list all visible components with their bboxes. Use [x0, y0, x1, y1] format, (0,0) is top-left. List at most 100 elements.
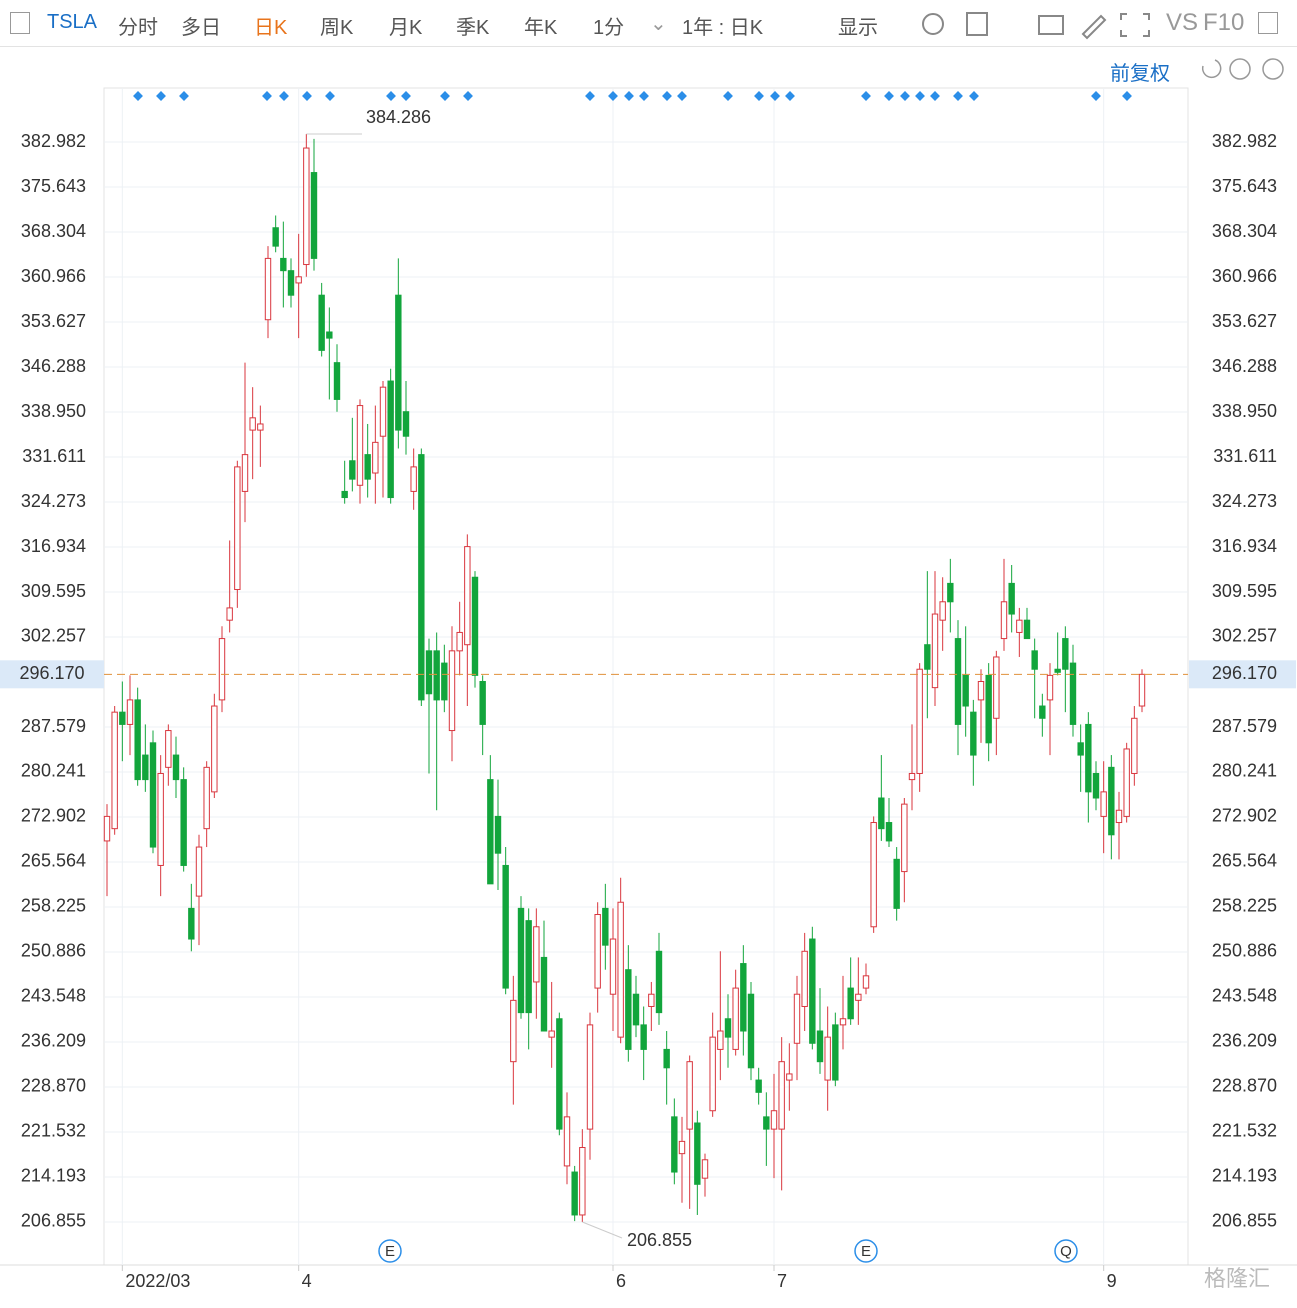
event-dot — [754, 91, 764, 101]
y-tick-label: 360.966 — [21, 266, 86, 286]
candle-body — [510, 999, 517, 1063]
last-price-box — [1189, 660, 1296, 689]
tab[interactable]: 分时 — [118, 17, 158, 39]
y-tick-label-right: 236.209 — [1212, 1031, 1277, 1051]
candle-body — [441, 662, 448, 701]
y-tick-label-right: 331.611 — [1213, 446, 1277, 466]
event-dot — [262, 91, 272, 101]
candle-body — [364, 454, 371, 480]
tab[interactable]: 年K — [524, 17, 558, 39]
tab[interactable]: 周K — [320, 17, 354, 39]
candle-body — [333, 362, 341, 400]
reset-icon[interactable] — [1201, 59, 1222, 79]
event-dot — [179, 91, 189, 101]
tab[interactable]: 日K — [254, 17, 288, 39]
candle-body — [609, 938, 617, 995]
candle-body — [1131, 717, 1138, 774]
dropdown-arrow[interactable]: ⌄ — [650, 13, 667, 35]
y-tick-label: 316.934 — [21, 536, 86, 556]
y-tick-label: 243.548 — [21, 986, 86, 1006]
candle-body — [832, 1024, 839, 1081]
event-dot — [930, 91, 940, 101]
fullscreen-icon[interactable] — [1120, 13, 1150, 37]
settings-icon[interactable] — [922, 13, 944, 35]
last-price-box — [0, 660, 104, 689]
camera-icon[interactable] — [1038, 15, 1064, 35]
candle-body — [839, 1018, 847, 1026]
candle-body — [678, 1140, 686, 1155]
event-marker — [378, 1239, 402, 1263]
candle-body — [111, 711, 118, 830]
zoom-out[interactable] — [1229, 58, 1251, 80]
y-tick-label: 338.950 — [21, 401, 86, 421]
candle-body — [203, 766, 210, 830]
candle-body — [418, 454, 425, 701]
candle-body — [433, 650, 440, 701]
panel-toggle[interactable] — [10, 12, 30, 34]
candle-body — [893, 858, 900, 909]
y-tick-label-right: 346.288 — [1212, 356, 1277, 376]
tab[interactable]: 季K — [456, 17, 490, 39]
candle-body — [648, 993, 655, 1007]
y-tick-label-right: 206.855 — [1212, 1211, 1277, 1231]
y-tick-label-right: 368.304 — [1212, 221, 1277, 241]
candle-body — [931, 613, 939, 689]
candle-body — [241, 454, 249, 492]
candle-body — [249, 417, 256, 431]
y-tick-label-right: 375.643 — [1212, 176, 1277, 196]
box-icon[interactable] — [966, 12, 988, 36]
range[interactable]: 1年 : 日K — [682, 17, 764, 39]
candle-body — [1108, 766, 1115, 836]
candle-body — [1046, 674, 1054, 701]
adjust[interactable]: 前复权 — [1110, 63, 1170, 85]
candle-body — [195, 846, 203, 897]
y-tick-label-right: 243.548 — [1212, 986, 1277, 1006]
candle-body — [901, 803, 908, 873]
event-dot — [156, 91, 166, 101]
symbol[interactable]: TSLA — [47, 11, 98, 33]
interval[interactable]: 1分 — [593, 17, 625, 39]
event-dot — [463, 91, 473, 101]
display[interactable]: 显示 — [838, 17, 878, 39]
event-marker-label: Q — [1060, 1243, 1072, 1260]
tab[interactable]: 月K — [389, 17, 423, 39]
candle-body — [793, 993, 801, 1044]
candle-body — [655, 950, 663, 1014]
candle-body — [272, 227, 279, 247]
vs[interactable]: VS — [1166, 9, 1199, 36]
tab[interactable]: 多日 — [181, 17, 221, 39]
candle-body — [1062, 638, 1069, 670]
toolbar: TSLA 分时 多日 日K 周K 月K 季K 年K 1分 ⌄ 1年 : 日K 显… — [0, 0, 1297, 47]
candle-body — [180, 779, 187, 866]
candle-body — [349, 460, 356, 480]
candle-body — [671, 1116, 678, 1173]
candle-body — [778, 1061, 785, 1130]
y-tick-label: 228.870 — [21, 1076, 86, 1096]
candle-body — [1000, 601, 1008, 640]
y-tick-label-right: 302.257 — [1212, 626, 1277, 646]
candle-body — [563, 1116, 571, 1167]
toolbar-icons — [922, 12, 1150, 40]
zoom-in[interactable] — [1262, 58, 1284, 80]
candle-body — [824, 1036, 831, 1081]
candle-body — [188, 907, 195, 940]
y-tick-label-right: 265.564 — [1212, 851, 1277, 871]
y-tick-label: 250.886 — [21, 941, 86, 961]
candle-body — [149, 742, 157, 848]
candle-body — [295, 276, 302, 284]
candle-body — [663, 1048, 670, 1069]
candle-body — [801, 950, 808, 1007]
candle-body — [586, 1024, 594, 1130]
candle-body — [1008, 582, 1015, 615]
f10[interactable]: F10 — [1203, 9, 1245, 36]
panel-toggle[interactable] — [1258, 12, 1278, 34]
y-tick-label-right: 353.627 — [1212, 311, 1277, 331]
candle-body — [694, 1122, 701, 1185]
y-tick-label: 375.643 — [21, 176, 86, 196]
candle-body — [579, 1147, 586, 1216]
y-tick-label: 309.595 — [21, 581, 86, 601]
y-tick-label-right: 287.579 — [1212, 716, 1277, 736]
pen-icon[interactable] — [1081, 14, 1107, 40]
y-tick-label: 287.579 — [21, 716, 86, 736]
